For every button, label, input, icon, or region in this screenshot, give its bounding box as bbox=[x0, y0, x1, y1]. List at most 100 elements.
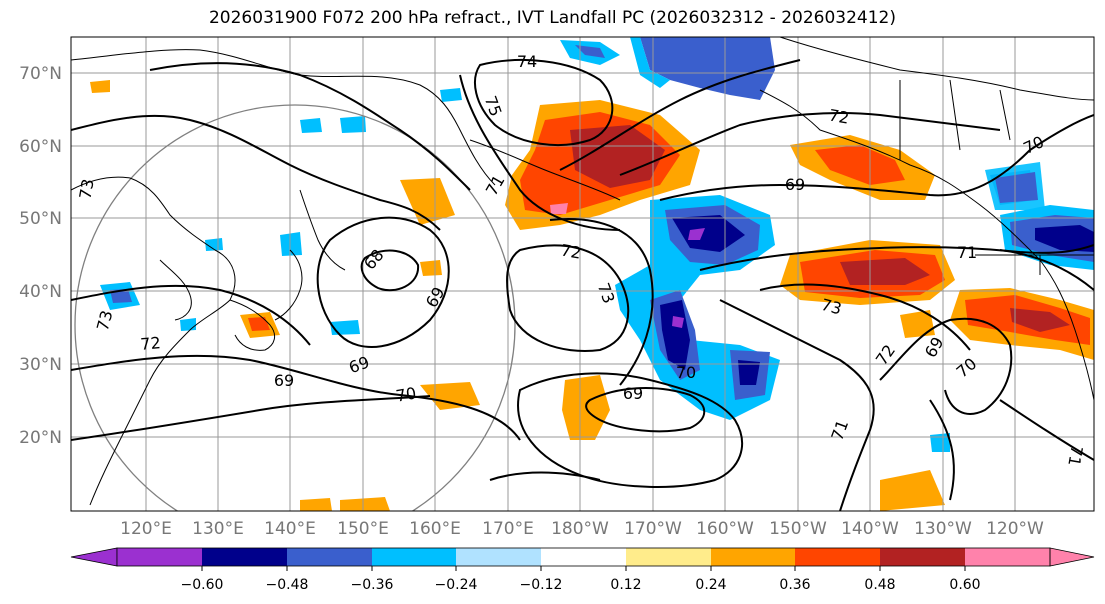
contour-label: 70 bbox=[394, 383, 417, 405]
orange-region bbox=[340, 497, 390, 511]
cyan-region bbox=[300, 118, 322, 133]
navy-region bbox=[738, 360, 760, 385]
lon-label: 120°E bbox=[120, 519, 172, 539]
contour-label: 71 bbox=[1064, 444, 1086, 467]
lat-label: 30°N bbox=[19, 355, 62, 375]
lat-label: 70°N bbox=[19, 64, 62, 84]
colorbar-cell bbox=[1049, 547, 1095, 567]
contour-line bbox=[71, 114, 441, 231]
orange-region bbox=[900, 310, 935, 338]
navy-region bbox=[1035, 225, 1094, 252]
colorbar-cell bbox=[711, 548, 795, 566]
colorbar-cell bbox=[372, 548, 456, 566]
redorange-region bbox=[248, 317, 270, 331]
contour-line bbox=[71, 354, 521, 441]
range-circle bbox=[74, 104, 516, 511]
colorbar-cell bbox=[287, 548, 372, 566]
contour-line bbox=[759, 283, 971, 351]
lat-label: 40°N bbox=[19, 282, 62, 302]
contour-line bbox=[549, 218, 654, 386]
contour-line bbox=[517, 372, 744, 488]
lat-label: 60°N bbox=[19, 137, 62, 157]
contour-line bbox=[459, 74, 621, 231]
purple-region bbox=[688, 228, 705, 240]
lat-label: 20°N bbox=[19, 428, 62, 448]
contour-line bbox=[699, 244, 1094, 271]
cyan-region bbox=[440, 88, 462, 102]
map-title: 2026031900 F072 200 hPa refract., IVT La… bbox=[208, 8, 896, 28]
cyan-region bbox=[340, 116, 366, 133]
colorbar-tick-label: −0.36 bbox=[351, 577, 394, 593]
colorbar-tick-label: −0.24 bbox=[435, 577, 478, 593]
contour-line bbox=[719, 299, 875, 511]
darkred-region bbox=[570, 125, 665, 188]
lon-label: 150°W bbox=[769, 519, 827, 539]
colorbar-tick-label: 0.12 bbox=[610, 577, 641, 593]
lon-label: 140°W bbox=[841, 519, 899, 539]
lon-label: 140°E bbox=[264, 519, 316, 539]
contour-line bbox=[316, 216, 450, 348]
contour-label: 72 bbox=[827, 105, 850, 127]
shaded-anomaly-layer bbox=[90, 37, 1094, 511]
colorbar-tick-label: 0.60 bbox=[949, 577, 980, 593]
colorbar-cell bbox=[70, 547, 118, 567]
lon-label: 170°W bbox=[624, 519, 682, 539]
lat-label: 50°N bbox=[19, 209, 62, 229]
colorbar-cell bbox=[965, 548, 1050, 566]
contour-line bbox=[71, 284, 311, 346]
contour-line bbox=[559, 59, 801, 171]
cyan-region bbox=[930, 433, 950, 452]
orange-region bbox=[90, 80, 110, 93]
orange-region bbox=[400, 178, 455, 225]
colorbar-tick-label: 0.24 bbox=[695, 577, 726, 593]
colorbar: −0.60 −0.48 −0.36 −0.24 −0.12 0.12 0.24 … bbox=[70, 547, 1095, 593]
contour-label: 70 bbox=[676, 363, 696, 382]
contour-line bbox=[999, 399, 1094, 461]
contour-label: 69 bbox=[785, 175, 805, 194]
contour-line bbox=[879, 317, 1013, 415]
contour-line bbox=[71, 395, 431, 441]
colorbar-cell bbox=[117, 548, 202, 566]
orange-region bbox=[880, 470, 945, 511]
contour-line bbox=[929, 399, 955, 501]
contour-line bbox=[585, 387, 706, 433]
cyan-region bbox=[180, 318, 196, 331]
coastlines bbox=[71, 37, 1094, 506]
blue-region bbox=[995, 172, 1038, 203]
lon-label: 150°E bbox=[337, 519, 389, 539]
lon-label: 170°E bbox=[482, 519, 534, 539]
colorbar-tick-label: −0.60 bbox=[181, 577, 224, 593]
contour-label: 74 bbox=[517, 52, 537, 71]
refractivity-contours bbox=[71, 59, 1094, 511]
contour-line bbox=[619, 112, 1001, 176]
contour-line bbox=[360, 249, 420, 292]
orange-region bbox=[300, 498, 332, 511]
pink-region bbox=[550, 203, 568, 214]
lon-label: 160°W bbox=[696, 519, 754, 539]
navy-region bbox=[672, 215, 745, 252]
colorbar-tick-label: 0.36 bbox=[779, 577, 810, 593]
lon-label: 130°E bbox=[192, 519, 244, 539]
cyan-region bbox=[280, 232, 302, 256]
navy-region bbox=[660, 300, 690, 370]
lon-label: 120°W bbox=[986, 519, 1044, 539]
lon-label: 180°W bbox=[551, 519, 609, 539]
colorbar-cell bbox=[202, 548, 287, 566]
map-frame bbox=[70, 36, 1095, 512]
colorbar-cell bbox=[880, 548, 965, 566]
contour-label: 73 bbox=[819, 295, 844, 319]
contour-line bbox=[506, 244, 630, 352]
redorange-region bbox=[815, 145, 905, 185]
colorbar-tick-label: −0.12 bbox=[520, 577, 563, 593]
colorbar-cell bbox=[795, 548, 880, 566]
contour-line bbox=[474, 59, 614, 146]
contour-label: 69 bbox=[623, 384, 643, 403]
contour-label: 72 bbox=[559, 240, 582, 262]
colorbar-tick-label: 0.48 bbox=[864, 577, 895, 593]
contour-label: 73 bbox=[93, 308, 117, 333]
colorbar-tick-label: −0.48 bbox=[266, 577, 309, 593]
blue-region bbox=[640, 37, 775, 100]
colorbar-cell bbox=[626, 548, 711, 566]
colorbar-cell bbox=[456, 548, 541, 566]
